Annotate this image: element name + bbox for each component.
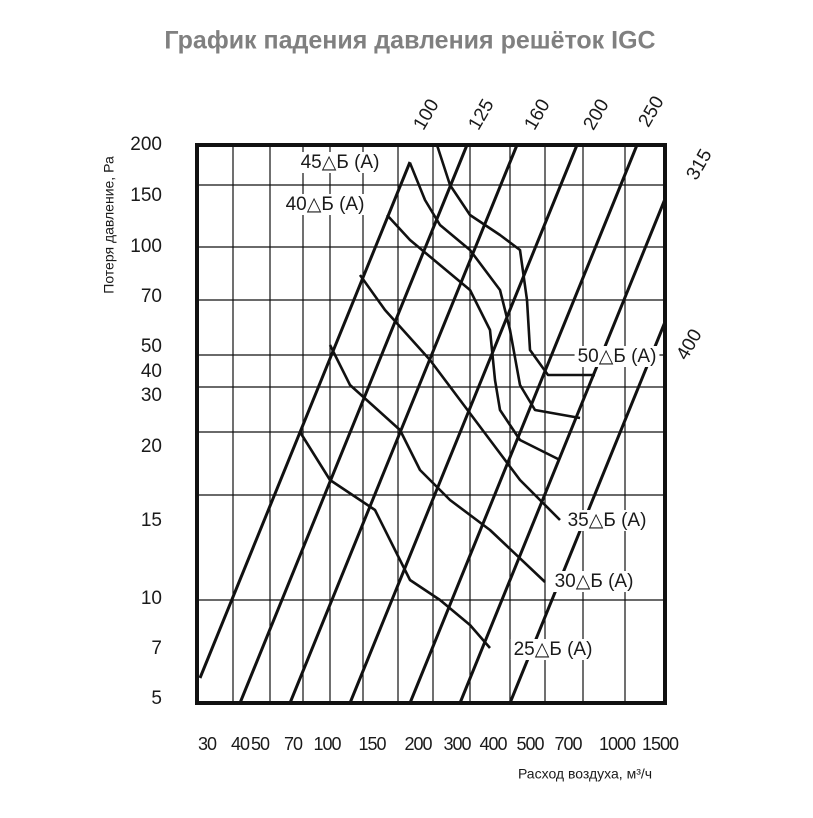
label-background xyxy=(297,152,383,174)
label-background xyxy=(510,639,596,661)
noise-label: 45△Б (A) xyxy=(301,152,380,173)
noise-label: 50△Б (A) xyxy=(578,346,657,367)
grid xyxy=(197,145,665,703)
noise-label: 40△Б (A) xyxy=(286,194,365,215)
frame xyxy=(195,143,667,705)
y-tick-label: 40 xyxy=(141,361,162,382)
diameter-label: 200 xyxy=(580,96,614,134)
x-tick-label: 700 xyxy=(554,734,582,754)
diameter-label: 250 xyxy=(635,93,669,131)
y-tick-label: 100 xyxy=(130,236,162,257)
diameter-label: 400 xyxy=(673,326,707,364)
label-background xyxy=(551,571,637,593)
y-tick-label: 10 xyxy=(141,588,162,609)
y-axis-label: Потеря давление, Ра xyxy=(101,156,117,294)
x-tick-label: 400 xyxy=(479,734,507,754)
y-tick-label: 150 xyxy=(130,185,162,206)
x-tick-label: 300 xyxy=(443,734,471,754)
diameter-label: 100 xyxy=(410,96,444,134)
x-tick-label: 1500 xyxy=(642,734,679,754)
y-tick-label: 20 xyxy=(141,436,162,457)
x-tick-label: 1000 xyxy=(599,734,636,754)
x-tick-label: 150 xyxy=(358,734,386,754)
y-tick-label: 70 xyxy=(141,286,162,307)
label-background xyxy=(282,194,368,216)
x-tick-label: 100 xyxy=(313,734,341,754)
noise-label: 25△Б (A) xyxy=(514,639,593,660)
y-tick-label: 200 xyxy=(130,134,162,155)
noise-curves xyxy=(298,144,595,649)
noise-label: 35△Б (A) xyxy=(568,510,647,531)
label-background xyxy=(564,510,650,532)
diameter-label: 160 xyxy=(521,96,555,134)
y-tick-label: 50 xyxy=(141,336,162,357)
y-tick-label: 5 xyxy=(151,688,162,709)
x-tick-label: 500 xyxy=(516,734,544,754)
y-tick-label: 30 xyxy=(141,385,162,406)
label-background xyxy=(574,346,660,368)
y-tick-label: 15 xyxy=(141,510,162,531)
diameter-label: 315 xyxy=(683,146,717,184)
title: График падения давления решёток IGC xyxy=(164,27,655,55)
diameter-label: 125 xyxy=(465,96,499,134)
x-tick-label: 30 xyxy=(198,734,217,754)
y-tick-label: 7 xyxy=(151,638,162,659)
x-tick-label: 70 xyxy=(284,734,303,754)
x-tick-label: 200 xyxy=(404,734,432,754)
noise-label: 30△Б (A) xyxy=(555,571,634,592)
x-axis-label: Расход воздуха, м³/ч xyxy=(518,766,652,782)
x-tick-label: 50 xyxy=(251,734,270,754)
x-tick-label: 40 xyxy=(231,734,250,754)
